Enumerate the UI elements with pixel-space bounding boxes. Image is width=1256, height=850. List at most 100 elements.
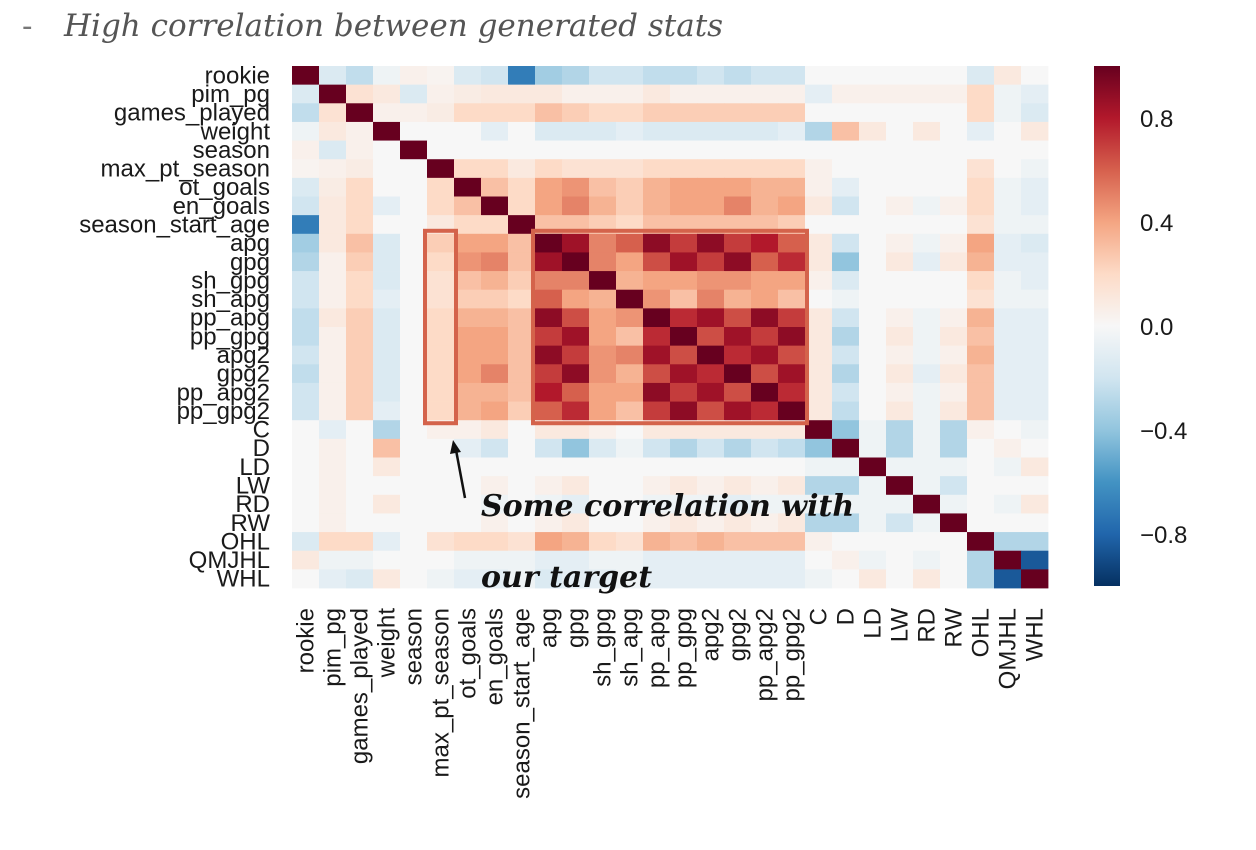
heatmap-cell — [616, 569, 644, 589]
heatmap-cell — [481, 140, 509, 160]
heatmap-cell — [319, 327, 347, 347]
heatmap-cell — [751, 345, 779, 365]
heatmap-cell — [535, 382, 563, 402]
row-label: gpg2 — [217, 361, 270, 388]
heatmap-cell — [400, 233, 428, 253]
heatmap-cell — [697, 494, 725, 514]
heatmap-cell — [859, 457, 887, 477]
heatmap-cell — [292, 401, 320, 421]
heatmap-cell — [508, 513, 536, 533]
column-label: games_played — [347, 608, 374, 764]
heatmap-cell — [508, 289, 536, 309]
heatmap-cell — [535, 513, 563, 533]
heatmap-cell — [940, 438, 968, 458]
heatmap-cell — [805, 177, 833, 197]
heatmap-cell — [562, 103, 590, 123]
heatmap-cell — [373, 513, 401, 533]
heatmap-cell — [913, 159, 941, 179]
heatmap-cell — [724, 289, 752, 309]
heatmap-cell — [427, 103, 455, 123]
heatmap-cell — [427, 140, 455, 160]
heatmap-cell — [427, 66, 455, 86]
heatmap-cell — [589, 550, 617, 570]
heatmap-cell — [481, 84, 509, 104]
row-labels: rookiepim_pggames_playedweightseasonmax_… — [79, 62, 270, 592]
heatmap-cell — [913, 233, 941, 253]
heatmap-cell — [427, 196, 455, 216]
heatmap-cell — [886, 420, 914, 440]
heatmap-cell — [319, 532, 347, 552]
heatmap-cell — [454, 476, 482, 496]
heatmap-cell — [886, 494, 914, 514]
heatmap-cell — [292, 233, 320, 253]
heatmap-cell — [670, 233, 698, 253]
heatmap-cell — [508, 252, 536, 272]
heatmap-cell — [940, 233, 968, 253]
heatmap-cell — [481, 308, 509, 328]
heatmap-cell — [751, 401, 779, 421]
heatmap-cell — [616, 401, 644, 421]
heatmap-cell — [940, 327, 968, 347]
heatmap-cell — [454, 233, 482, 253]
heatmap-cell — [481, 252, 509, 272]
heatmap-cell — [454, 252, 482, 272]
heatmap-cell — [373, 196, 401, 216]
heatmap-cell — [751, 550, 779, 570]
heatmap-cell — [292, 271, 320, 291]
heatmap-cell — [940, 140, 968, 160]
heatmap-cell — [535, 308, 563, 328]
heatmap-cell — [751, 84, 779, 104]
colorbar-gradient — [1094, 66, 1120, 586]
heatmap-cell — [508, 233, 536, 253]
heatmap-cell — [373, 252, 401, 272]
heatmap-cell — [697, 252, 725, 272]
heatmap-cell — [913, 420, 941, 440]
heatmap-cell — [778, 84, 806, 104]
heatmap-cell — [832, 66, 860, 86]
heatmap-cell — [346, 121, 374, 141]
heatmap-cell — [535, 364, 563, 384]
annotation-line-1: Some correlation with — [481, 489, 854, 524]
heatmap-cell — [562, 271, 590, 291]
heatmap-cell — [724, 308, 752, 328]
row-label: pim_pg — [191, 81, 270, 108]
row-label: LW — [236, 472, 271, 499]
heatmap-cell — [670, 159, 698, 179]
heatmap-cell — [508, 438, 536, 458]
heatmap-cell — [427, 121, 455, 141]
heatmap-cell — [562, 327, 590, 347]
heatmap-cell — [400, 308, 428, 328]
heatmap-cell — [292, 569, 320, 589]
heatmap-cell — [859, 420, 887, 440]
heatmap-cell — [589, 476, 617, 496]
heatmap-cell — [643, 121, 671, 141]
heatmap-cell — [994, 327, 1022, 347]
heatmap-cell — [751, 494, 779, 514]
heatmap-cell — [913, 382, 941, 402]
heatmap-cell — [292, 550, 320, 570]
heatmap-cell — [859, 233, 887, 253]
heatmap-cell — [724, 457, 752, 477]
heatmap-cell — [292, 476, 320, 496]
heatmap-cell — [346, 382, 374, 402]
heatmap-cell — [994, 532, 1022, 552]
heatmap-cell — [427, 177, 455, 197]
heatmap-cell — [994, 345, 1022, 365]
heatmap-cell — [670, 196, 698, 216]
heatmap-cell — [859, 532, 887, 552]
heatmap-cell — [481, 345, 509, 365]
heatmap-cell — [292, 494, 320, 514]
heatmap-cell — [994, 476, 1022, 496]
heatmap-cell — [373, 327, 401, 347]
heatmap-cell — [373, 271, 401, 291]
heatmap-cell — [319, 513, 347, 533]
heatmap-cell — [913, 308, 941, 328]
heatmap-cell — [724, 121, 752, 141]
heatmap-cell — [373, 289, 401, 309]
heatmap-cell — [427, 308, 455, 328]
row-label: en_goals — [173, 193, 270, 220]
heatmap-cell — [967, 140, 995, 160]
heatmap-cell — [697, 438, 725, 458]
column-label: sh_gpg — [590, 608, 617, 687]
heatmap-cell — [778, 513, 806, 533]
